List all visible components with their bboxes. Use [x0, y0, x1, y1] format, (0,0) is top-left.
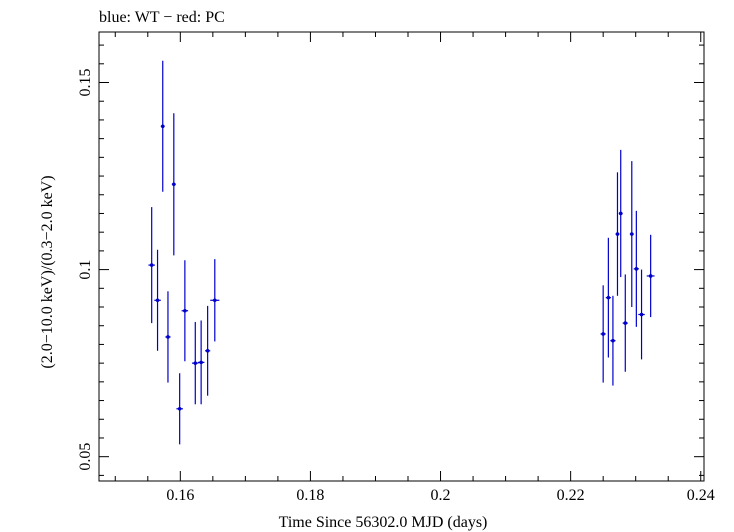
x-tick-label: 0.2 — [431, 487, 451, 504]
data-point — [165, 291, 171, 383]
data-point — [171, 113, 176, 256]
point-marker — [629, 232, 634, 236]
point-marker — [183, 308, 187, 313]
point-marker — [212, 298, 217, 303]
data-point — [210, 259, 220, 342]
data-point — [148, 207, 155, 324]
data-point — [197, 320, 205, 405]
point-marker — [606, 295, 611, 300]
point-marker — [623, 321, 628, 325]
tick-labels: 0.16 0.18 0.2 0.22 0.24 0.05 0.1 0.15 — [77, 69, 715, 504]
point-marker — [149, 263, 154, 267]
x-tick-label: 0.24 — [687, 487, 715, 504]
point-marker — [199, 360, 203, 365]
data-point — [615, 172, 620, 296]
data-point — [618, 149, 623, 278]
point-marker — [615, 232, 620, 236]
data-point — [205, 305, 211, 396]
point-marker — [166, 335, 170, 339]
point-marker — [193, 361, 198, 365]
data-point — [160, 60, 165, 192]
data-points — [148, 60, 655, 445]
data-point — [622, 274, 628, 372]
data-point — [633, 210, 639, 327]
data-point — [629, 161, 634, 308]
point-marker — [160, 124, 165, 129]
point-marker — [172, 182, 176, 187]
point-marker — [618, 211, 623, 216]
y-tick-label: 0.15 — [77, 69, 94, 97]
data-point — [638, 269, 645, 360]
data-point — [600, 285, 606, 383]
data-point — [176, 373, 183, 445]
point-marker — [634, 267, 639, 271]
data-point — [181, 260, 189, 362]
point-marker — [601, 332, 605, 336]
point-marker — [648, 274, 653, 278]
point-marker — [639, 312, 644, 317]
point-marker — [611, 338, 615, 343]
data-point — [610, 295, 616, 386]
x-tick-label: 0.16 — [166, 487, 194, 504]
y-tick-label: 0.1 — [77, 260, 94, 280]
point-marker — [155, 298, 160, 303]
plot-frame — [98, 31, 705, 482]
axis-ticks — [99, 32, 704, 481]
point-marker — [177, 406, 182, 411]
data-point — [192, 321, 199, 405]
data-point — [646, 234, 655, 318]
chart-title: blue: WT − red: PC — [99, 9, 225, 26]
point-marker — [205, 348, 210, 353]
y-tick-label: 0.05 — [77, 443, 94, 471]
data-point — [605, 237, 611, 358]
x-tick-label: 0.22 — [557, 487, 585, 504]
y-axis-label: (2.0−10.0 keV)/(0.3−2.0 keV) — [39, 175, 56, 368]
x-axis-label: Time Since 56302.0 MJD (days) — [279, 514, 488, 531]
data-point — [154, 249, 161, 351]
x-tick-label: 0.18 — [296, 487, 324, 504]
